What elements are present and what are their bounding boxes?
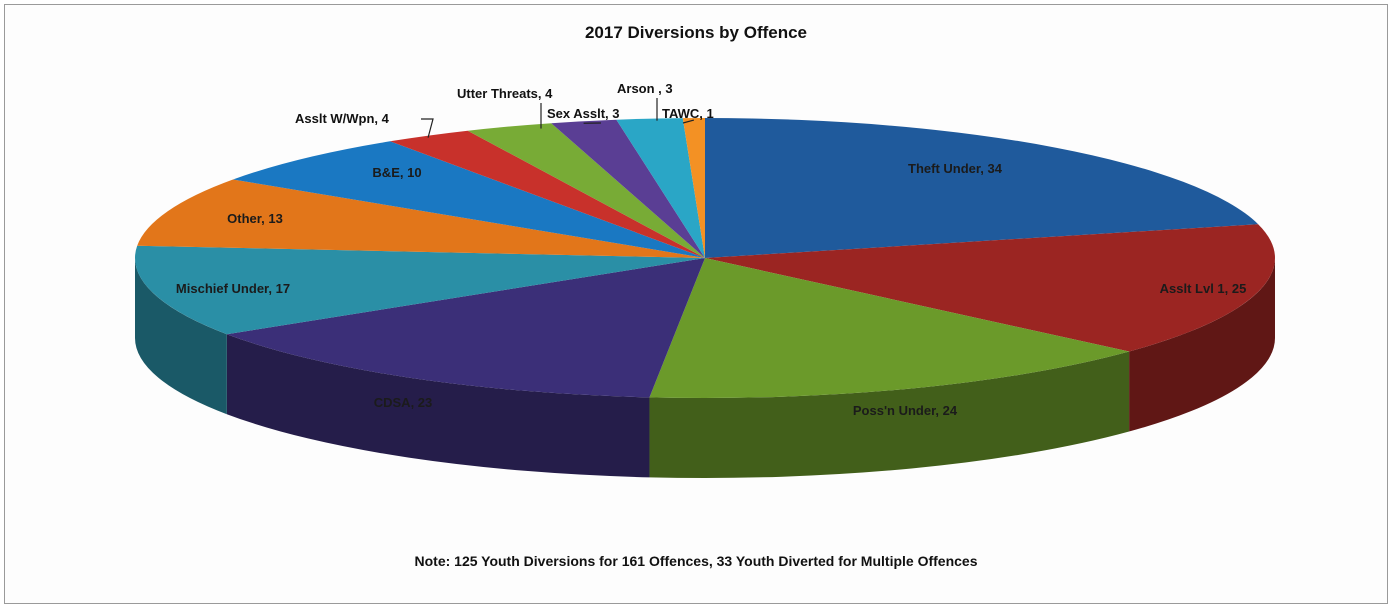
slice-label-b-e-10: B&E, 10 [372, 165, 421, 180]
pie-slice-theft-under-34 [705, 118, 1259, 258]
chart-frame: 2017 Diversions by Offence Theft Under, … [4, 4, 1388, 604]
slice-label-asslt-w-wpn-4: Asslt W/Wpn, 4 [295, 111, 390, 126]
leader-line-tawc-1 [682, 119, 695, 124]
slice-label-asslt-lvl-1-25: Asslt Lvl 1, 25 [1160, 281, 1247, 296]
pie-slice-tawc-1 [682, 118, 705, 258]
slice-label-arson-3: Arson , 3 [617, 81, 673, 96]
pie-slice-arson-3 [616, 118, 705, 258]
pie-sides [135, 258, 1275, 478]
slice-label-tawc-1: TAWC, 1 [662, 106, 714, 121]
slice-label-mischief-under-17: Mischief Under, 17 [176, 281, 290, 296]
pie-side-mischief-under-17 [135, 258, 227, 415]
pie-slice-poss-n-under-24 [649, 258, 1130, 398]
chart-note: Note: 125 Youth Diversions for 161 Offen… [414, 553, 978, 569]
pie-slice-sex-asslt-3 [551, 119, 705, 258]
slice-label-utter-threats-4: Utter Threats, 4 [457, 86, 553, 101]
pie-slice-b-e-10 [233, 141, 706, 258]
slice-label-poss-n-under-24: Poss'n Under, 24 [853, 403, 958, 418]
pie-side-asslt-lvl-1-25 [1129, 258, 1275, 432]
pie-slice-mischief-under-17 [135, 245, 705, 335]
pie-chart: Theft Under, 34 Asslt Lvl 1, 25 Poss'n Und… [135, 81, 1276, 478]
chart-title: 2017 Diversions by Offence [584, 23, 808, 42]
pie-slice-asslt-w-wpn-4 [390, 130, 705, 258]
pie-slice-utter-threats-4 [467, 123, 705, 258]
pie-side-poss-n-under-24 [649, 351, 1130, 478]
pie-slice-other-13 [137, 179, 705, 258]
slice-label-cdsa-23: CDSA, 23 [374, 395, 433, 410]
pie-slice-cdsa-23 [226, 258, 705, 398]
slice-label-theft-under-34: Theft Under, 34 [908, 161, 1003, 176]
pie-labels: Theft Under, 34 Asslt Lvl 1, 25 Poss'n Und… [176, 81, 1246, 418]
leader-line-asslt-w-wpn-4 [421, 118, 434, 138]
pie-side-cdsa-23 [226, 334, 650, 478]
pie-slice-asslt-lvl-1-25 [705, 224, 1276, 352]
slice-label-sex-asslt-3: Sex Asslt, 3 [547, 106, 620, 121]
slice-label-other-13: Other, 13 [227, 211, 283, 226]
pie-tops [135, 118, 1276, 398]
